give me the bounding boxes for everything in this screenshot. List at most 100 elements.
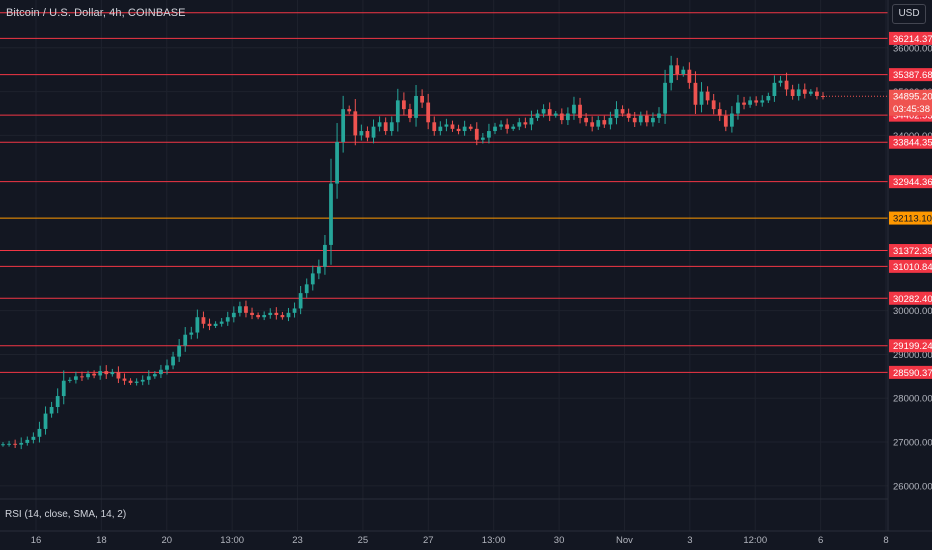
horizontal-levels: [0, 12, 888, 373]
x-tick-label: 27: [423, 535, 434, 546]
candle-body: [25, 439, 30, 443]
level-label-bg: [889, 291, 932, 305]
candle-body: [383, 122, 388, 132]
candle-body: [377, 122, 382, 127]
candle-body: [675, 65, 680, 75]
candle-body: [535, 113, 540, 118]
level-label: 29199.24: [893, 341, 932, 352]
candle-body: [705, 91, 710, 101]
candle-body: [74, 376, 78, 380]
candle-body: [766, 95, 771, 101]
candle-body: [796, 89, 801, 96]
rsi-indicator-label[interactable]: RSI (14, close, SMA, 14, 2): [5, 509, 127, 520]
candle-body: [669, 65, 674, 83]
candle-body: [778, 80, 783, 83]
candle-body: [165, 365, 169, 370]
candle-body: [541, 109, 546, 114]
candle-body: [231, 312, 236, 318]
candle-body: [644, 115, 649, 123]
x-tick-label: Nov: [616, 535, 633, 546]
candle-body: [7, 443, 11, 445]
candle-body: [468, 126, 473, 129]
level-label-bg: [889, 365, 932, 379]
candle-body: [414, 95, 418, 118]
level-label: 31010.84: [893, 262, 932, 273]
candle-body: [802, 89, 807, 94]
candle-body: [602, 120, 607, 125]
candle-body: [31, 436, 36, 440]
y-tick-label: 30000.00: [893, 306, 932, 317]
candle-body: [347, 109, 352, 112]
candle-body: [590, 122, 595, 127]
level-label-bg: [889, 211, 932, 225]
candle-body: [790, 89, 795, 96]
candle-body: [219, 321, 224, 324]
candle-body: [523, 122, 528, 125]
candle-body: [128, 380, 133, 383]
candle-body: [134, 381, 139, 383]
candle-body: [450, 124, 455, 129]
candle-body: [13, 443, 18, 445]
candle-body: [499, 124, 503, 127]
candle-body: [632, 117, 637, 123]
candle-body: [122, 378, 127, 381]
level-label: 31372.39: [893, 246, 932, 257]
x-tick-label: 8: [883, 535, 888, 546]
candle-body: [201, 317, 206, 324]
x-tick-label: 23: [292, 535, 303, 546]
candle-body: [626, 113, 631, 118]
candle-body: [487, 131, 491, 138]
candle-body: [365, 131, 370, 138]
y-tick-label: 26000.00: [893, 481, 932, 492]
candle-body: [462, 126, 467, 132]
candle-body: [256, 315, 260, 318]
candle-body: [195, 317, 200, 333]
x-tick-label: 3: [687, 535, 692, 546]
candle-body: [80, 376, 84, 378]
candle-body: [207, 323, 212, 326]
candle-body: [596, 120, 601, 127]
candle-body: [92, 373, 96, 376]
candle-body: [250, 312, 254, 316]
candle-body: [547, 109, 552, 116]
candle-body: [152, 374, 157, 377]
candle-body: [37, 428, 42, 437]
candle-body: [159, 369, 163, 375]
candle-body: [146, 376, 151, 380]
level-label-bg: [889, 31, 932, 45]
candle-body: [19, 442, 24, 445]
candle-body: [329, 183, 333, 245]
time-axis[interactable]: 16 18 20 13:00 23 25 27 13:00 30 Nov 3 12:00 6 8: [31, 535, 889, 546]
level-label: 34462.53: [893, 111, 932, 122]
candle-body: [815, 91, 819, 96]
x-tick-label: 12:00: [743, 535, 767, 546]
candle-body: [444, 124, 449, 127]
candle-body: [711, 100, 716, 110]
level-label: 36214.37: [893, 34, 932, 45]
candle-body: [553, 113, 558, 116]
candle-body: [821, 95, 825, 97]
candle-body: [772, 82, 777, 96]
x-tick-label: 16: [31, 535, 42, 546]
candle-body: [1, 444, 5, 446]
candle-body: [323, 244, 327, 267]
candle-body: [474, 128, 479, 140]
candle-body: [335, 141, 339, 184]
candle-body: [559, 113, 564, 121]
candle-body: [104, 371, 109, 375]
candle-body: [171, 356, 175, 366]
candle-body: [456, 128, 461, 132]
currency-button[interactable]: USD: [892, 4, 926, 24]
candle-body: [432, 122, 437, 132]
candle-body: [517, 122, 522, 127]
candle-body: [67, 379, 72, 381]
candle-body: [110, 371, 115, 375]
current-price-label-bg: [889, 89, 932, 116]
level-label-bg: [889, 175, 932, 189]
candle-body: [566, 113, 570, 121]
x-tick-label: 25: [358, 535, 369, 546]
candle-body: [280, 315, 285, 318]
candle-body: [140, 379, 145, 382]
candle-body: [578, 104, 582, 118]
